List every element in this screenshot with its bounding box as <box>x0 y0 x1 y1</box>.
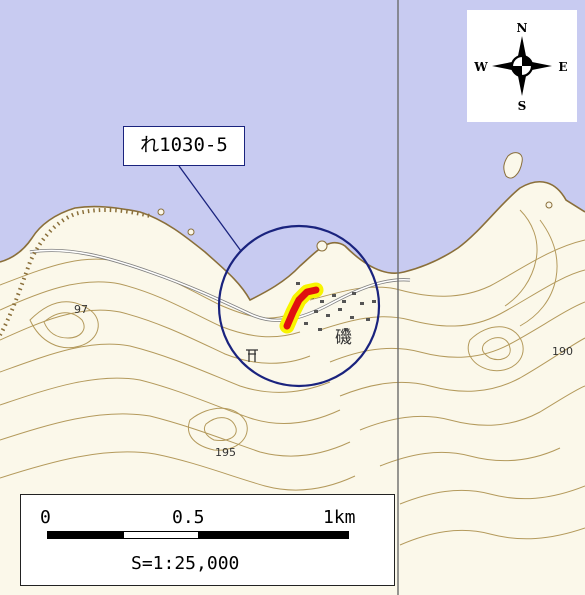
scale-segment-black <box>47 531 123 539</box>
scale-tick-mid: 0.5 <box>172 507 205 528</box>
island-rock <box>187 228 195 236</box>
place-name-label: 磯 <box>335 328 352 348</box>
island-rock <box>157 208 165 216</box>
hazard-zone <box>283 286 320 330</box>
island-rock <box>503 152 523 179</box>
shrine-mark <box>246 349 258 362</box>
coastline <box>0 180 585 302</box>
callout-leader-line <box>178 165 242 252</box>
compass-icon: N S W E <box>473 21 567 113</box>
highlight-circle <box>217 224 381 388</box>
compass-west-label: W <box>473 60 488 74</box>
settlement-buildings <box>296 282 376 331</box>
scale-tick-end: 1km <box>323 507 356 528</box>
compass-east-label: E <box>558 60 567 74</box>
scale-segment-white <box>123 531 199 539</box>
island-rock <box>316 240 328 252</box>
scale-segment-black <box>199 531 349 539</box>
island-rock <box>545 201 553 209</box>
scale-tick-0: 0 <box>40 507 51 528</box>
sea-area <box>0 0 585 300</box>
compass-south-label: S <box>518 99 527 113</box>
parcel-callout-label: れ1030-5 <box>123 126 245 166</box>
elevation-label: 97 <box>74 303 88 316</box>
compass-north-label: N <box>517 21 528 35</box>
coastal-road <box>29 249 411 322</box>
compass-rose: N S W E <box>467 10 577 122</box>
scale-ratio: S=1:25,000 <box>131 553 240 574</box>
elevation-label: 190 <box>552 345 573 358</box>
scale-bar-panel: 0 0.5 1km S=1:25,000 <box>20 494 395 586</box>
elevation-label: 195 <box>215 446 236 459</box>
